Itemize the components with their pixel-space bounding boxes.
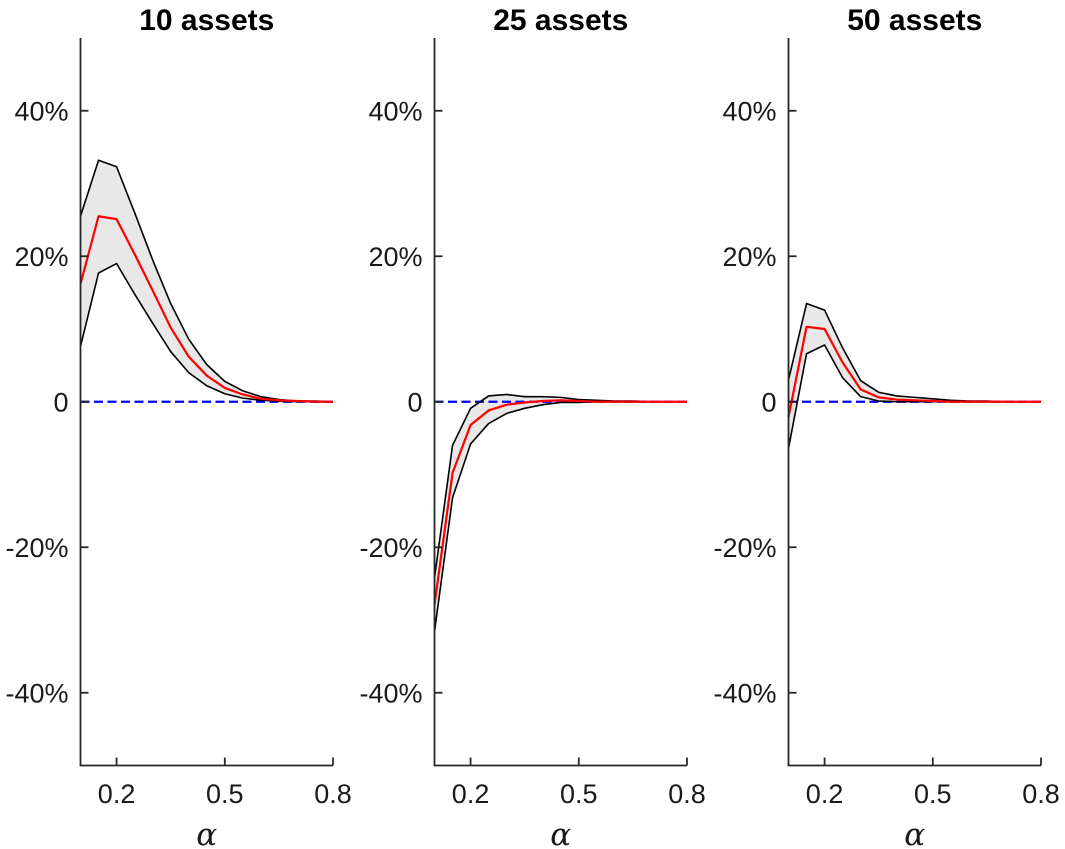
- y-tick-label: 20%: [14, 242, 68, 272]
- x-axis-label-alpha: α: [904, 817, 925, 849]
- y-tick-label: 20%: [722, 242, 776, 272]
- y-tick-label: -40%: [713, 678, 776, 708]
- x-tick-label: 0.8: [1022, 779, 1060, 809]
- y-tick-label: 40%: [368, 96, 422, 126]
- subplot-title: 25 assets: [493, 4, 628, 37]
- y-tick-label: -40%: [5, 678, 68, 708]
- x-tick-label: 0.8: [668, 779, 706, 809]
- y-tick-label: 0: [761, 387, 776, 417]
- x-tick-label: 0.5: [560, 779, 598, 809]
- subplot-50-assets: 40% 20% 0 -20% -40% 0.2 0.5 0.8 α 50 assets: [713, 4, 1060, 849]
- confidence-band: [788, 303, 1041, 449]
- subplot-title: 10 assets: [139, 4, 274, 37]
- x-tick-label: 0.2: [452, 779, 490, 809]
- y-tick-label: 0: [53, 387, 68, 417]
- y-tick-label: -40%: [359, 678, 422, 708]
- x-axis-label-alpha: α: [550, 817, 571, 849]
- subplot-25-assets: 40% 20% 0 -20% -40% 0.2 0.5 0.8 α 25 assets: [359, 4, 706, 849]
- y-tick-label: 40%: [722, 96, 776, 126]
- x-tick-label: 0.2: [806, 779, 844, 809]
- y-tick-label: 20%: [368, 242, 422, 272]
- y-tick-label: -20%: [359, 533, 422, 563]
- y-tick-label: -20%: [713, 533, 776, 563]
- y-tick-label: -20%: [5, 533, 68, 563]
- x-tick-label: 0.5: [914, 779, 952, 809]
- mean-line: [79, 215, 333, 403]
- confidence-band: [80, 160, 333, 402]
- mean-line: [433, 399, 687, 605]
- subplot-10-assets: 40% 20% 0 -20% -40% 0.2 0.5 0.8 α 10 assets: [5, 4, 352, 849]
- x-tick-label: 0.8: [314, 779, 352, 809]
- confidence-band: [434, 394, 687, 632]
- x-tick-label: 0.5: [206, 779, 244, 809]
- mean-line: [787, 325, 1041, 418]
- subplot-title: 50 assets: [847, 4, 982, 37]
- y-tick-label: 40%: [14, 96, 68, 126]
- x-axis-label-alpha: α: [196, 817, 217, 849]
- y-tick-label: 0: [407, 387, 422, 417]
- x-tick-label: 0.2: [98, 779, 136, 809]
